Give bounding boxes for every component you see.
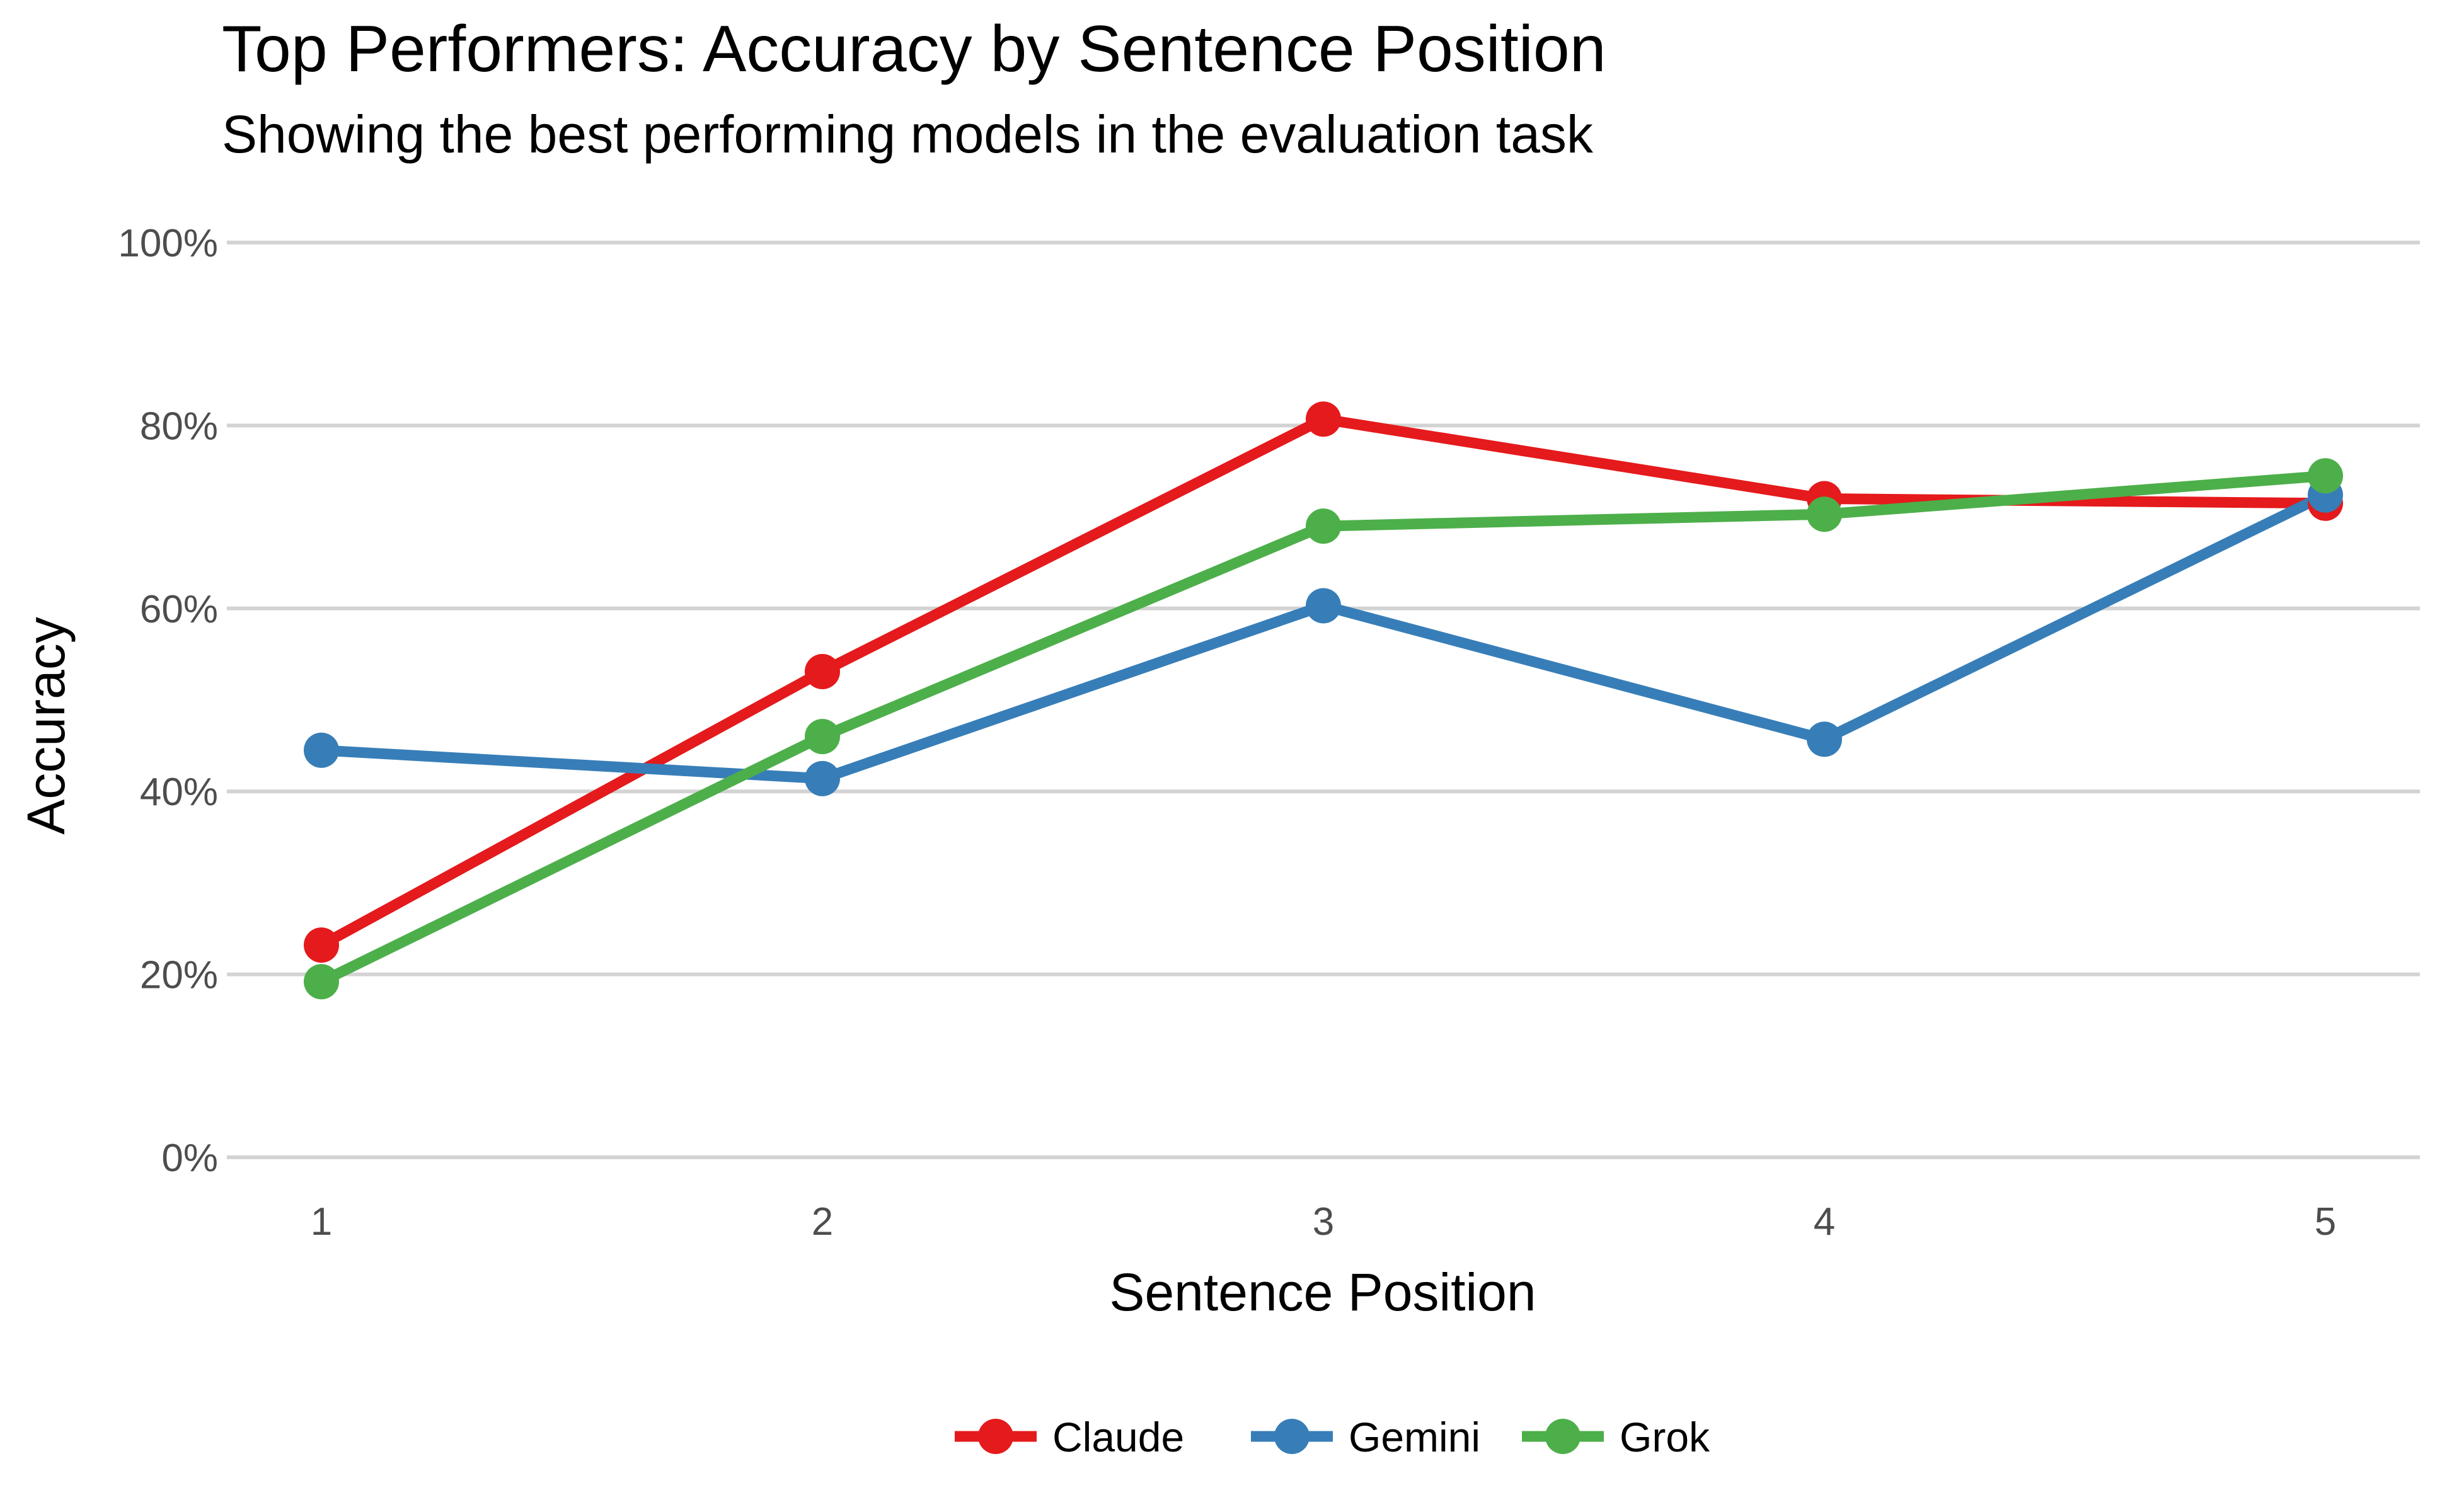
data-point (1306, 508, 1341, 544)
data-point (2308, 458, 2343, 494)
chart-subtitle: Showing the best performing models in th… (222, 105, 1594, 164)
data-point (304, 927, 339, 963)
legend-key-point (978, 1419, 1013, 1454)
y-tick-label: 40% (140, 770, 218, 814)
legend-key-point (1274, 1419, 1310, 1454)
series-points-gemini (304, 477, 2343, 796)
legend-item-gemini: Gemini (1251, 1414, 1480, 1460)
legend: Claude Gemini Grok (955, 1414, 1710, 1460)
y-axis-title: Accuracy (16, 617, 76, 834)
data-point (1306, 588, 1341, 624)
legend-label: Gemini (1349, 1414, 1480, 1460)
y-tick-label: 60% (140, 588, 218, 631)
data-point (805, 719, 840, 755)
legend-item-claude: Claude (955, 1414, 1184, 1460)
series-line-grok (319, 470, 2326, 987)
data-point (1306, 401, 1341, 437)
series-points-grok (304, 458, 2343, 1000)
y-tick-label: 80% (140, 404, 218, 448)
x-axis-tick-labels: 1 2 3 4 5 (311, 1200, 2336, 1244)
x-tick-label: 2 (812, 1200, 833, 1244)
data-point (805, 653, 840, 689)
chart-title: Top Performers: Accuracy by Sentence Pos… (222, 13, 1606, 86)
x-tick-label: 1 (311, 1200, 332, 1244)
x-axis-title: Sentence Position (1109, 1263, 1536, 1322)
data-point (805, 760, 840, 796)
legend-item-grok: Grok (1522, 1414, 1710, 1460)
y-tick-label: 20% (140, 954, 218, 997)
series-points-claude (304, 401, 2343, 963)
gridlines (227, 241, 2420, 1159)
data-point (1807, 721, 1842, 757)
x-tick-label: 5 (2315, 1200, 2336, 1244)
y-axis-tick-labels: 0% 20% 40% 60% 80% 100% (118, 222, 218, 1180)
x-tick-label: 3 (1313, 1200, 1334, 1244)
data-point (304, 964, 339, 1000)
data-point (1807, 496, 1842, 532)
legend-label: Claude (1052, 1414, 1184, 1460)
legend-label: Grok (1620, 1414, 1710, 1460)
data-point (304, 732, 339, 768)
legend-key-point (1545, 1419, 1580, 1454)
y-tick-label: 100% (118, 222, 218, 265)
x-tick-label: 4 (1814, 1200, 1835, 1244)
y-tick-label: 0% (161, 1137, 218, 1180)
series-lines (304, 401, 2343, 1000)
